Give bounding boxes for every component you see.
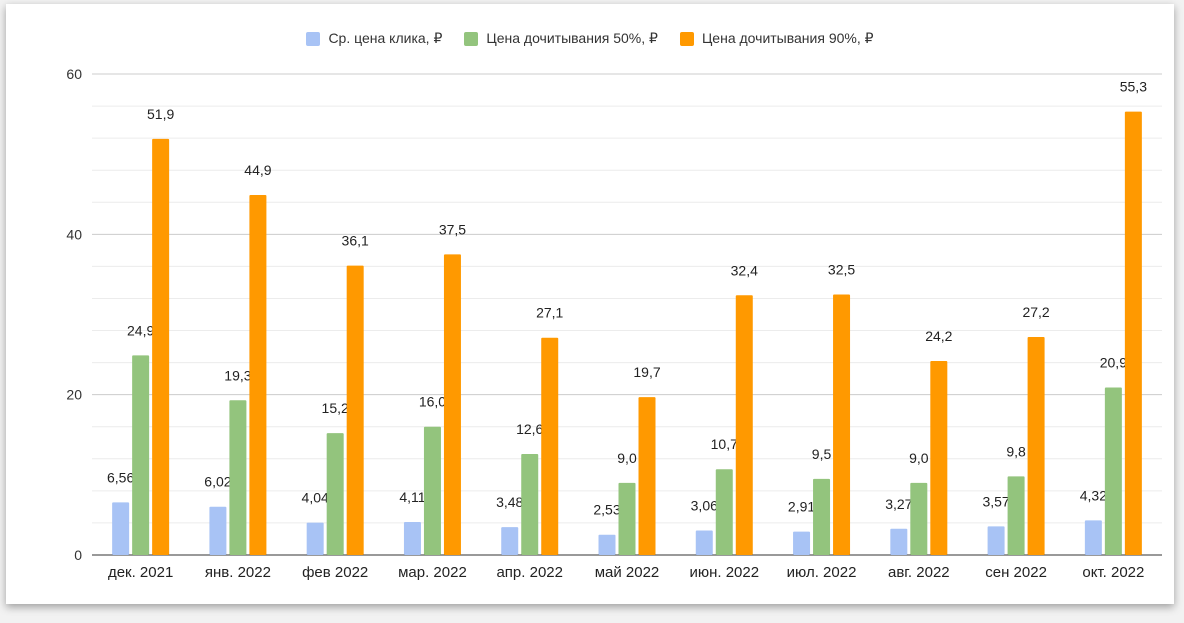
data-label: 37,5 xyxy=(439,221,466,237)
data-label: 6,02 xyxy=(204,474,231,490)
bar-read50-price xyxy=(229,400,247,555)
bar-read90-price xyxy=(152,138,170,555)
bar-click-price xyxy=(306,522,324,555)
bar-read90-price xyxy=(735,295,753,555)
y-tick-label: 40 xyxy=(66,226,82,242)
data-label: 3,27 xyxy=(885,496,912,512)
data-label: 16,0 xyxy=(419,394,446,410)
bar-click-price xyxy=(1084,520,1102,555)
data-label: 9,0 xyxy=(909,450,929,466)
chart-card: Ср. цена клика, ₽ Цена дочитывания 50%, … xyxy=(6,4,1174,604)
bar-click-price xyxy=(403,522,421,555)
data-label: 9,0 xyxy=(617,450,637,466)
data-label: 27,1 xyxy=(536,305,563,321)
data-label: 19,3 xyxy=(224,367,251,383)
bar-click-price xyxy=(695,530,713,555)
x-tick-label: дек. 2021 xyxy=(108,564,173,581)
legend-item-click-price: Ср. цена клика, ₽ xyxy=(306,30,442,47)
bar-read50-price xyxy=(423,426,441,555)
legend-label-click-price: Ср. цена клика, ₽ xyxy=(328,30,443,46)
y-tick-label: 60 xyxy=(66,66,82,82)
x-tick-label: июн. 2022 xyxy=(689,564,759,581)
bar-read50-price xyxy=(1007,476,1025,555)
data-label: 6,56 xyxy=(107,469,134,485)
bar-read90-price xyxy=(930,360,948,555)
data-label: 44,9 xyxy=(244,162,271,178)
x-tick-label: май 2022 xyxy=(595,564,660,581)
x-tick-label: мар. 2022 xyxy=(398,564,467,581)
data-label: 55,3 xyxy=(1120,79,1147,95)
data-label: 51,9 xyxy=(147,106,174,122)
legend-label-read90-price: Цена дочитывания 90%, ₽ xyxy=(701,30,874,46)
data-label: 24,9 xyxy=(127,322,154,338)
legend-swatch-read50-price xyxy=(464,31,479,46)
data-label: 32,5 xyxy=(828,261,855,277)
x-tick-label: апр. 2022 xyxy=(496,564,563,581)
data-label: 9,8 xyxy=(1006,443,1026,459)
bar-click-price xyxy=(987,526,1005,555)
bar-read50-price xyxy=(521,453,539,555)
bar-read90-price xyxy=(1027,336,1045,555)
bar-read50-price xyxy=(910,482,928,555)
x-tick-label: фев 2022 xyxy=(302,564,368,581)
data-label: 20,9 xyxy=(1100,354,1127,370)
data-label: 3,06 xyxy=(691,497,718,513)
x-tick-label: июл. 2022 xyxy=(787,564,857,581)
bar-click-price xyxy=(890,528,908,555)
bar-read90-price xyxy=(638,397,656,555)
y-tick-label: 20 xyxy=(66,387,82,403)
x-tick-label: окт. 2022 xyxy=(1082,564,1144,581)
data-label: 4,11 xyxy=(399,489,425,505)
bar-click-price xyxy=(793,531,811,555)
data-label: 9,5 xyxy=(812,446,832,462)
bar-read50-price xyxy=(1104,387,1122,555)
data-label: 4,04 xyxy=(302,490,329,506)
legend-label-read50-price: Цена дочитывания 50%, ₽ xyxy=(486,30,658,46)
bar-click-price xyxy=(112,502,130,555)
legend-swatch-read90-price xyxy=(679,31,694,46)
data-label: 12,6 xyxy=(516,421,543,437)
bar-chart: 0 20 40 60 6,56 24,9 51,9 дек. 2021 6,02 19,3 44,9… xyxy=(66,66,1162,581)
data-label: 10,7 xyxy=(711,436,738,452)
bar-read90-price xyxy=(833,294,851,555)
y-tick-label: 0 xyxy=(74,547,82,563)
bar-read50-price xyxy=(618,482,636,555)
data-label: 2,91 xyxy=(788,499,815,515)
bar-click-price xyxy=(598,534,616,555)
bar-read90-price xyxy=(1124,111,1142,555)
bar-read90-price xyxy=(346,265,364,555)
bar-click-price xyxy=(209,506,227,555)
data-label: 3,48 xyxy=(496,494,523,510)
legend-item-read90-price: Цена дочитывания 90%, ₽ xyxy=(679,30,874,47)
legend-swatch-click-price xyxy=(306,31,321,46)
bar-read90-price xyxy=(541,337,559,555)
data-label: 19,7 xyxy=(633,364,660,380)
bar-read50-price xyxy=(326,433,344,555)
data-label: 3,57 xyxy=(982,493,1009,509)
x-tick-label: янв. 2022 xyxy=(205,564,271,581)
data-label: 32,4 xyxy=(731,262,758,278)
bar-read50-price xyxy=(813,478,831,555)
chart-legend: Ср. цена клика, ₽ Цена дочитывания 50%, … xyxy=(6,30,1174,47)
x-tick-label: сен 2022 xyxy=(985,564,1047,581)
data-label: 2,53 xyxy=(593,502,620,518)
bar-read90-price xyxy=(443,254,461,555)
bar-read50-price xyxy=(715,469,733,555)
data-label: 27,2 xyxy=(1022,304,1049,320)
bar-click-price xyxy=(501,527,519,555)
data-label: 24,2 xyxy=(925,328,952,344)
legend-item-read50-price: Цена дочитывания 50%, ₽ xyxy=(464,30,658,47)
x-tick-label: авг. 2022 xyxy=(888,564,950,581)
data-label: 36,1 xyxy=(342,233,369,249)
bar-read50-price xyxy=(132,355,150,555)
data-label: 4,32 xyxy=(1080,487,1107,503)
bar-read90-price xyxy=(249,195,267,555)
data-label: 15,2 xyxy=(322,400,349,416)
